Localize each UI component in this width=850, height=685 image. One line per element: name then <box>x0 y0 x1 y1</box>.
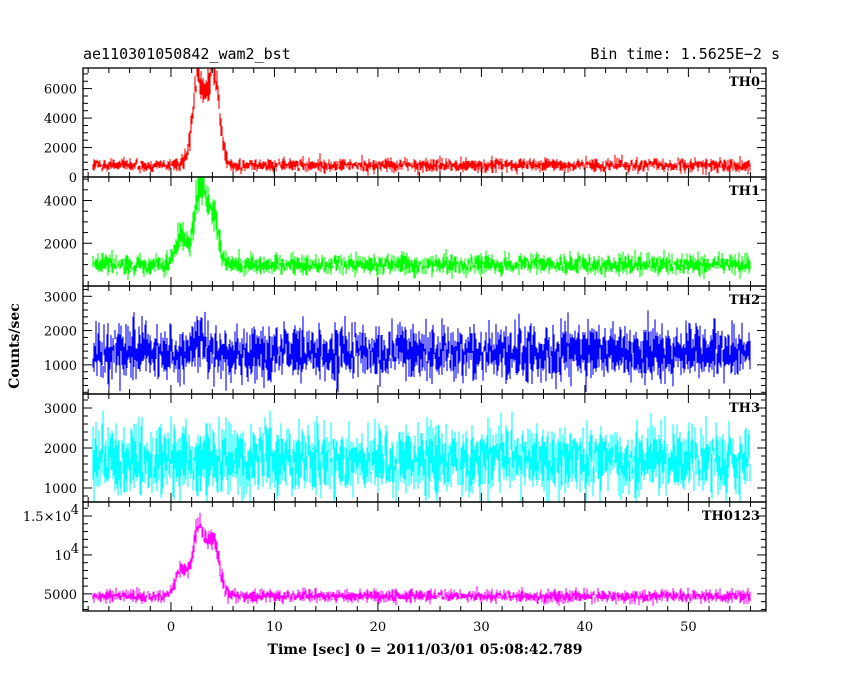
series-th1 <box>92 177 751 280</box>
y-tick-label: 1000 <box>44 359 77 374</box>
y-tick-label: 2000 <box>44 142 77 157</box>
y-tick-label-exponent: 4 <box>71 542 79 557</box>
panel-label: TH0 <box>729 75 760 90</box>
y-tick-label: 6000 <box>44 83 77 98</box>
y-tick-label: 2000 <box>44 325 77 340</box>
x-tick-label: 10 <box>266 620 283 635</box>
y-tick-label: 5000 <box>44 588 77 603</box>
y-tick-label: 2000 <box>44 237 77 252</box>
y-tick-label-exponent: 4 <box>71 503 79 518</box>
y-tick-label: 2000 <box>44 442 77 457</box>
panel-th3: 1000 2000 3000 TH3 <box>44 393 767 503</box>
x-tick-label: 50 <box>680 620 697 635</box>
series-th2 <box>92 310 751 393</box>
y-tick-label: 4000 <box>44 112 77 127</box>
y-tick-label: 1.5×10 <box>23 510 71 525</box>
panel-label: TH2 <box>729 293 760 308</box>
panel-label: TH0123 <box>702 509 760 524</box>
series-th0 <box>92 68 751 176</box>
x-tick-label: 0 <box>167 620 175 635</box>
panel-th2: 1000 2000 3000 TH2 <box>44 285 767 395</box>
series-th0123 <box>92 512 751 607</box>
x-axis-label: Time [sec] 0 = 2011/03/01 05:08:42.789 <box>268 642 583 658</box>
panel-th0: 0 2000 4000 6000 TH0 <box>44 67 767 186</box>
y-tick-label: 0 <box>69 171 77 186</box>
y-axis-label: Counts/sec <box>7 303 23 389</box>
panel-label: TH1 <box>729 184 760 199</box>
panels-group: 0 2000 4000 6000 TH0 2000 4000 TH1 1000 2000 3000 T… <box>23 67 767 635</box>
object-name: ae110301050842_wam2_bst <box>83 45 291 63</box>
panel-frame <box>82 501 767 612</box>
y-tick-label: 1000 <box>44 482 77 497</box>
bin-time: Bin time: 1.5625E−2 s <box>590 45 780 63</box>
y-tick-label: 10 <box>54 549 71 564</box>
panel-th1: 2000 4000 TH1 <box>44 176 767 287</box>
y-tick-label: 3000 <box>44 402 77 417</box>
x-tick-label: 20 <box>370 620 387 635</box>
series-th3 <box>92 410 751 502</box>
x-tick-label: 30 <box>473 620 490 635</box>
y-tick-label: 4000 <box>44 195 77 210</box>
panel-label: TH3 <box>729 401 760 416</box>
y-tick-label: 3000 <box>44 290 77 305</box>
x-tick-label: 40 <box>577 620 594 635</box>
